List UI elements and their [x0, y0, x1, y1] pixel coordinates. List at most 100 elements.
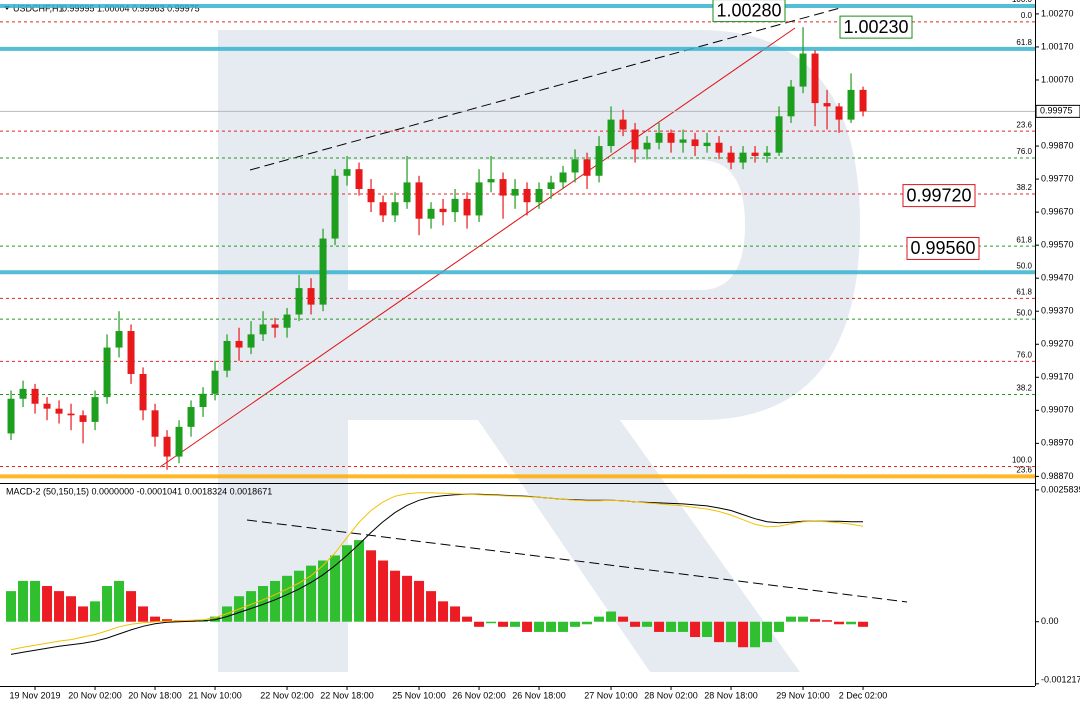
- ohlc-header: 0.99995 1.00004 0.99963 0.99975: [62, 3, 200, 13]
- histogram-bar: [246, 591, 257, 622]
- candle-body: [643, 142, 651, 150]
- candle-body: [667, 132, 675, 143]
- fib-label: 100.0: [1012, 0, 1033, 4]
- candle-body: [691, 139, 699, 147]
- candle-body: [511, 188, 519, 196]
- candle-body: [823, 103, 831, 107]
- candle-body: [655, 132, 663, 143]
- candle-body: [523, 188, 531, 203]
- candle-body: [43, 403, 51, 409]
- candle-body: [859, 89, 867, 112]
- fib-label: 61.8: [1016, 287, 1032, 296]
- x-tick-label: 2 Dec 02:00: [839, 690, 888, 700]
- macd-line: [10, 493, 863, 655]
- macd-trend-line: [246, 519, 908, 603]
- histogram-bar: [402, 575, 413, 622]
- candle-body: [31, 388, 39, 404]
- histogram-bar: [750, 621, 761, 648]
- candle-body: [343, 169, 351, 176]
- histogram-bar: [150, 616, 161, 622]
- candle-body: [763, 152, 771, 156]
- histogram-bar: [90, 601, 101, 622]
- histogram-bar: [486, 621, 497, 624]
- x-tick-label: 26 Nov 18:00: [512, 690, 566, 700]
- price-box: [906, 236, 980, 260]
- candle-body: [847, 89, 855, 120]
- histogram-bar: [66, 596, 77, 622]
- x-tick-label: 26 Nov 02:00: [452, 690, 506, 700]
- histogram-bar: [642, 621, 653, 627]
- y-tick-label: 0.99170: [1041, 372, 1074, 382]
- histogram-bar: [330, 555, 341, 622]
- candle-body: [571, 159, 579, 173]
- candle-body: [487, 179, 495, 183]
- histogram-bar: [678, 621, 689, 632]
- histogram-bar: [786, 616, 797, 622]
- fib-label: 61.8: [1016, 38, 1032, 47]
- candle-body: [103, 347, 111, 398]
- histogram-bar: [858, 621, 869, 627]
- histogram-bar: [522, 621, 533, 632]
- fib-label: 23.6: [1016, 466, 1032, 475]
- histogram-bar: [546, 621, 557, 632]
- y-tick-label: 0.99770: [1041, 173, 1074, 183]
- histogram-bar: [690, 621, 701, 638]
- y-tick-label: 0.99470: [1041, 273, 1074, 283]
- histogram-bar: [366, 550, 377, 622]
- histogram-bar: [666, 621, 677, 632]
- candle-body: [607, 119, 615, 147]
- candle-body: [751, 152, 759, 156]
- histogram-bar: [594, 616, 605, 622]
- candle-body: [127, 331, 135, 374]
- x-tick-label: 19 Nov 2019: [10, 690, 61, 700]
- histogram-bar: [534, 621, 545, 632]
- watermark-bowl: [348, 30, 860, 420]
- x-tick-label: 22 Nov 02:00: [260, 690, 314, 700]
- watermark: [218, 30, 860, 672]
- histogram-bar: [846, 621, 857, 625]
- fib-label: 23.6: [1016, 120, 1032, 129]
- current-price-label: 0.99975: [1040, 106, 1073, 116]
- price-box-label: 1.00280: [716, 0, 781, 20]
- candle-body: [787, 86, 795, 117]
- candle-body: [211, 370, 219, 394]
- x-tick-label: 29 Nov 10:00: [776, 690, 830, 700]
- x-tick-label: 20 Nov 18:00: [128, 690, 182, 700]
- candle-body: [307, 288, 315, 305]
- candle-body: [235, 340, 243, 348]
- candle-body: [55, 408, 63, 414]
- y-tick-label: 0.99570: [1041, 240, 1074, 250]
- histogram-bar: [114, 580, 125, 622]
- candle-body: [835, 106, 843, 120]
- candle-body: [451, 198, 459, 213]
- histogram-bar: [318, 560, 329, 622]
- price-box: [712, 0, 786, 23]
- fib-label: 38.2: [1016, 384, 1032, 393]
- y-tick-label: 1.00070: [1041, 74, 1074, 84]
- histogram-bar: [474, 621, 485, 627]
- y-tick-label: 0.99270: [1041, 339, 1074, 349]
- histogram-bar: [426, 591, 437, 622]
- histogram-bar: [798, 616, 809, 622]
- histogram-bar: [462, 616, 473, 622]
- histogram-bar: [18, 580, 29, 622]
- x-tick-label: 27 Nov 10:00: [584, 690, 638, 700]
- candle-body: [379, 202, 387, 216]
- histogram-bar: [702, 621, 713, 638]
- candle-body: [151, 410, 159, 437]
- histogram-bar: [138, 606, 149, 622]
- fib-label: 100.0: [1012, 456, 1033, 465]
- histogram-bar: [450, 606, 461, 622]
- histogram-bar: [654, 621, 665, 632]
- candle-body: [463, 198, 471, 216]
- candle-body: [67, 413, 75, 416]
- candle-body: [79, 415, 87, 422]
- x-tick-label: 22 Nov 18:00: [320, 690, 374, 700]
- y-tick-label: 0.00: [1041, 616, 1059, 626]
- candle-body: [19, 388, 27, 399]
- histogram-bar: [282, 575, 293, 622]
- candle-body: [799, 53, 807, 87]
- histogram-bar: [558, 621, 569, 632]
- histogram-bar: [378, 560, 389, 622]
